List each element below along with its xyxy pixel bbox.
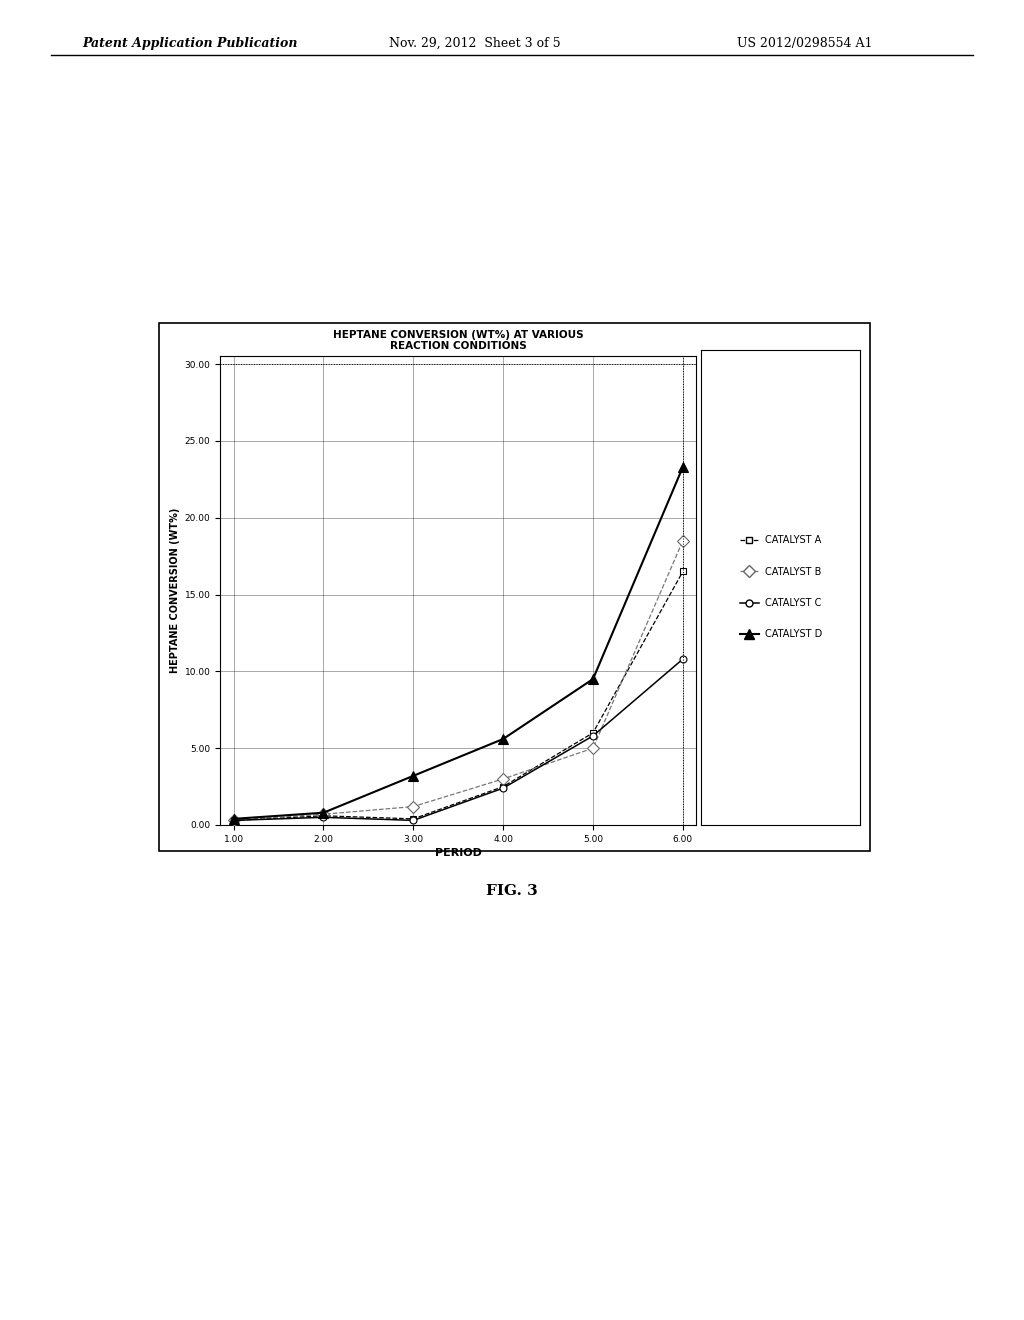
- Y-axis label: HEPTANE CONVERSION (WT%): HEPTANE CONVERSION (WT%): [170, 508, 180, 673]
- Title: HEPTANE CONVERSION (WT%) AT VARIOUS
REACTION CONDITIONS: HEPTANE CONVERSION (WT%) AT VARIOUS REAC…: [333, 330, 584, 351]
- Legend: CATALYST A, CATALYST B, CATALYST C, CATALYST D: CATALYST A, CATALYST B, CATALYST C, CATA…: [734, 531, 827, 644]
- X-axis label: PERIOD: PERIOD: [435, 847, 481, 858]
- Text: US 2012/0298554 A1: US 2012/0298554 A1: [737, 37, 872, 50]
- Text: Nov. 29, 2012  Sheet 3 of 5: Nov. 29, 2012 Sheet 3 of 5: [389, 37, 561, 50]
- Text: Patent Application Publication: Patent Application Publication: [82, 37, 297, 50]
- Text: FIG. 3: FIG. 3: [486, 884, 538, 899]
